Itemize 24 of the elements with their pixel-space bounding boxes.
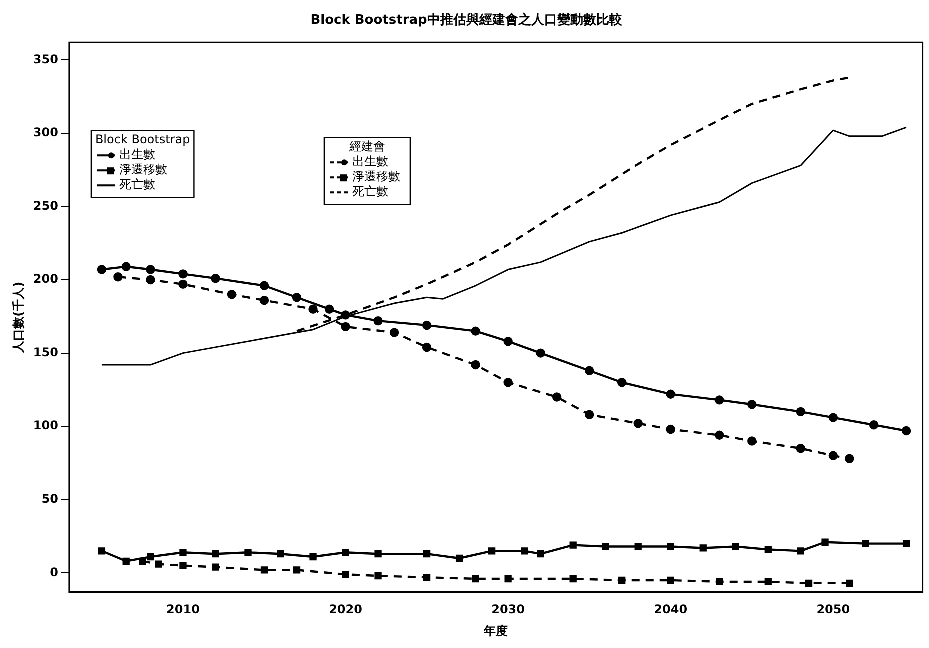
legend-label: 淨遷移數 — [119, 162, 168, 177]
y-tick-label: 50 — [42, 492, 58, 506]
x-tick-label: 2020 — [329, 602, 362, 617]
x-tick-label: 2040 — [654, 602, 688, 617]
x-axis-title: 年度 — [483, 624, 508, 638]
y-tick-label: 150 — [33, 345, 58, 360]
chart-title: Block Bootstrap中推估與經建會之人口變動數比較 — [310, 12, 624, 28]
legend-label: 出生數 — [352, 154, 388, 169]
y-tick-label: 350 — [33, 52, 58, 66]
x-tick-label: 2050 — [816, 602, 850, 617]
y-tick-label: 300 — [33, 126, 58, 140]
legend-label: 死亡數 — [119, 178, 156, 192]
legend-label: 淨遷移數 — [352, 170, 400, 184]
x-tick-label: 2010 — [166, 602, 200, 617]
legend-label: 死亡數 — [352, 184, 388, 199]
text: 經建會 — [349, 140, 386, 154]
y-tick-label: 0 — [50, 565, 58, 580]
y-tick-label: 100 — [33, 418, 58, 433]
y-axis-title: 人口數(千人) — [11, 282, 26, 354]
y-tick-label: 200 — [33, 272, 58, 286]
y-tick-label: 250 — [33, 198, 58, 213]
legend-label: 出生數 — [119, 148, 156, 162]
text: Block Bootstrap — [95, 132, 190, 147]
x-tick-label: 2030 — [492, 602, 526, 617]
